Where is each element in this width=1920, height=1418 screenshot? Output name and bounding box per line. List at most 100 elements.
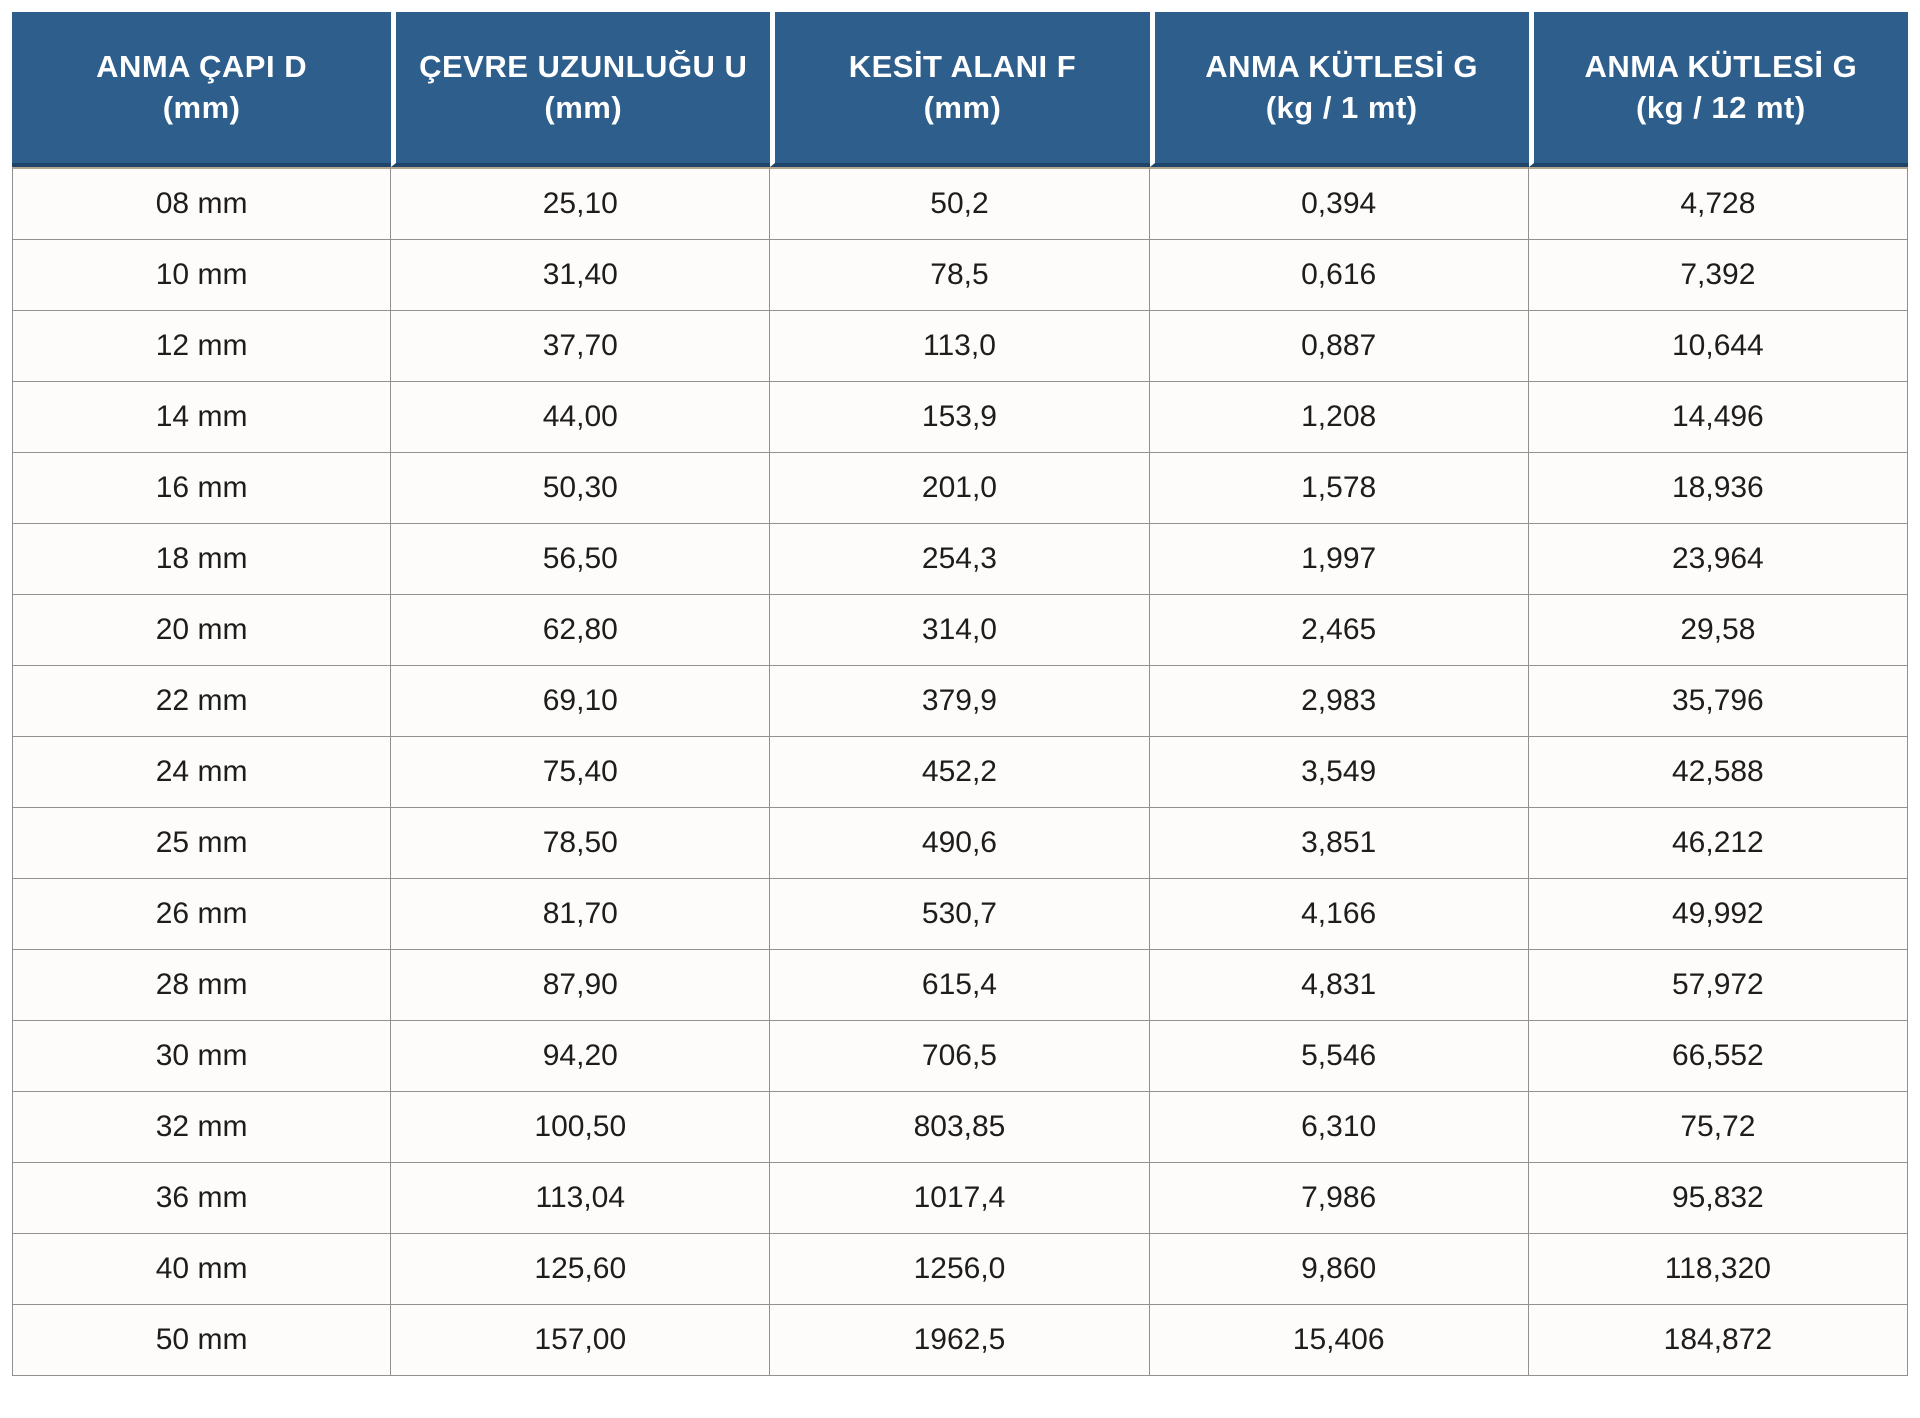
table-cell: 615,4 (770, 950, 1150, 1021)
table-row: 25 mm 78,50 490,6 3,851 46,212 (12, 808, 1908, 879)
table-cell: 23,964 (1528, 524, 1908, 595)
header-unit: (mm) (544, 89, 623, 125)
table-row: 40 mm 125,60 1256,0 9,860 118,320 (12, 1234, 1908, 1305)
table-row: 30 mm 94,20 706,5 5,546 66,552 (12, 1021, 1908, 1092)
table-cell: 46,212 (1528, 808, 1908, 879)
table-cell: 1,997 (1149, 524, 1529, 595)
header-title: KESİT ALANI F (848, 48, 1077, 84)
table-cell: 25,10 (391, 167, 771, 240)
table-cell: 113,0 (770, 311, 1150, 382)
table-row: 16 mm 50,30 201,0 1,578 18,936 (12, 453, 1908, 524)
table-cell: 314,0 (770, 595, 1150, 666)
table-cell: 706,5 (770, 1021, 1150, 1092)
table-row: 08 mm 25,10 50,2 0,394 4,728 (12, 167, 1908, 240)
table-cell: 44,00 (391, 382, 771, 453)
table-row: 24 mm 75,40 452,2 3,549 42,588 (12, 737, 1908, 808)
table-cell: 32 mm (12, 1092, 392, 1163)
table-cell: 18 mm (12, 524, 392, 595)
table-cell: 66,552 (1528, 1021, 1908, 1092)
table-cell: 0,887 (1149, 311, 1529, 382)
table-row: 14 mm 44,00 153,9 1,208 14,496 (12, 382, 1908, 453)
table-cell: 24 mm (12, 737, 392, 808)
table-cell: 14 mm (12, 382, 392, 453)
header-unit: (kg / 1 mt) (1265, 89, 1418, 125)
table-cell: 254,3 (770, 524, 1150, 595)
table-cell: 10,644 (1528, 311, 1908, 382)
table-cell: 42,588 (1528, 737, 1908, 808)
table-cell: 184,872 (1528, 1305, 1908, 1376)
table-cell: 2,465 (1149, 595, 1529, 666)
table-cell: 36 mm (12, 1163, 392, 1234)
header-title: ANMA ÇAPI D (96, 48, 308, 84)
table-cell: 08 mm (12, 167, 392, 240)
table-cell: 12 mm (12, 311, 392, 382)
table-cell: 56,50 (391, 524, 771, 595)
table-cell: 50,30 (391, 453, 771, 524)
header-unit: (kg / 12 mt) (1636, 89, 1806, 125)
table-row: 28 mm 87,90 615,4 4,831 57,972 (12, 950, 1908, 1021)
rebar-spec-table: ANMA ÇAPI D (mm) ÇEVRE UZUNLUĞU U (mm) K… (12, 12, 1908, 1376)
table-cell: 803,85 (770, 1092, 1150, 1163)
table-cell: 28 mm (12, 950, 392, 1021)
table-cell: 50 mm (12, 1305, 392, 1376)
table-cell: 5,546 (1149, 1021, 1529, 1092)
table-row: 12 mm 37,70 113,0 0,887 10,644 (12, 311, 1908, 382)
table-cell: 157,00 (391, 1305, 771, 1376)
table-cell: 50,2 (770, 167, 1150, 240)
table-cell: 81,70 (391, 879, 771, 950)
table-cell: 10 mm (12, 240, 392, 311)
table-cell: 4,166 (1149, 879, 1529, 950)
table-cell: 452,2 (770, 737, 1150, 808)
table-row: 32 mm 100,50 803,85 6,310 75,72 (12, 1092, 1908, 1163)
table-cell: 25 mm (12, 808, 392, 879)
table-cell: 100,50 (391, 1092, 771, 1163)
table-cell: 69,10 (391, 666, 771, 737)
table-cell: 22 mm (12, 666, 392, 737)
table-cell: 49,992 (1528, 879, 1908, 950)
table-header: ANMA ÇAPI D (mm) ÇEVRE UZUNLUĞU U (mm) K… (12, 12, 1908, 167)
table-row: 50 mm 157,00 1962,5 15,406 184,872 (12, 1305, 1908, 1376)
table-cell: 75,72 (1528, 1092, 1908, 1163)
table-cell: 0,394 (1149, 167, 1529, 240)
table-cell: 118,320 (1528, 1234, 1908, 1305)
header-cell-anma-kutlesi-1mt: ANMA KÜTLESİ G (kg / 1 mt) (1149, 12, 1529, 167)
table-cell: 40 mm (12, 1234, 392, 1305)
table-body: 08 mm 25,10 50,2 0,394 4,728 10 mm 31,40 78,5 0,… (12, 167, 1908, 1376)
header-row: ANMA ÇAPI D (mm) ÇEVRE UZUNLUĞU U (mm) K… (12, 12, 1908, 167)
header-title: ANMA KÜTLESİ G (1584, 48, 1858, 84)
table-cell: 1962,5 (770, 1305, 1150, 1376)
header-cell-kesit-alani: KESİT ALANI F (mm) (770, 12, 1150, 167)
table-cell: 29,58 (1528, 595, 1908, 666)
table-cell: 6,310 (1149, 1092, 1529, 1163)
header-cell-anma-capi: ANMA ÇAPI D (mm) (12, 12, 392, 167)
table-cell: 62,80 (391, 595, 771, 666)
table-cell: 18,936 (1528, 453, 1908, 524)
table-cell: 7,392 (1528, 240, 1908, 311)
table-cell: 201,0 (770, 453, 1150, 524)
header-unit: (mm) (923, 89, 1002, 125)
table-cell: 30 mm (12, 1021, 392, 1092)
table-cell: 20 mm (12, 595, 392, 666)
table-cell: 1256,0 (770, 1234, 1150, 1305)
table-cell: 14,496 (1528, 382, 1908, 453)
table-cell: 94,20 (391, 1021, 771, 1092)
table-cell: 7,986 (1149, 1163, 1529, 1234)
header-cell-anma-kutlesi-12mt: ANMA KÜTLESİ G (kg / 12 mt) (1528, 12, 1908, 167)
table-row: 18 mm 56,50 254,3 1,997 23,964 (12, 524, 1908, 595)
table-cell: 530,7 (770, 879, 1150, 950)
table-cell: 78,5 (770, 240, 1150, 311)
header-title: ÇEVRE UZUNLUĞU U (419, 48, 748, 84)
table-cell: 153,9 (770, 382, 1150, 453)
table-cell: 37,70 (391, 311, 771, 382)
table-cell: 1017,4 (770, 1163, 1150, 1234)
table-cell: 16 mm (12, 453, 392, 524)
table-cell: 113,04 (391, 1163, 771, 1234)
table-cell: 87,90 (391, 950, 771, 1021)
header-unit: (mm) (162, 89, 241, 125)
table-row: 36 mm 113,04 1017,4 7,986 95,832 (12, 1163, 1908, 1234)
table-cell: 15,406 (1149, 1305, 1529, 1376)
table-row: 26 mm 81,70 530,7 4,166 49,992 (12, 879, 1908, 950)
table-row: 10 mm 31,40 78,5 0,616 7,392 (12, 240, 1908, 311)
table-cell: 1,578 (1149, 453, 1529, 524)
table-cell: 2,983 (1149, 666, 1529, 737)
